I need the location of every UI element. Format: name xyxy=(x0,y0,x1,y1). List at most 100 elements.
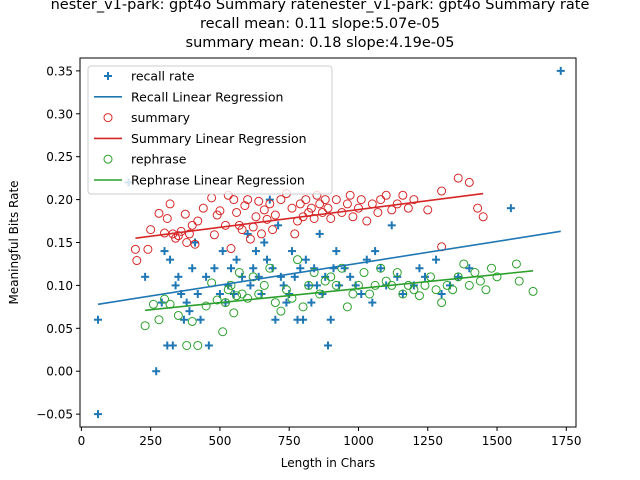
y-tick-label: −0.05 xyxy=(36,408,73,422)
recall-point xyxy=(304,281,313,290)
summary-point xyxy=(209,230,219,240)
rephrase-point xyxy=(287,293,297,303)
legend-label: Rephrase Linear Regression xyxy=(131,173,305,188)
recall-point xyxy=(94,410,103,419)
recall-point xyxy=(94,315,103,324)
rephrase-point xyxy=(337,263,347,273)
rephrase-point xyxy=(431,285,441,295)
rephrase-point xyxy=(370,280,380,290)
summary-point xyxy=(276,195,286,205)
chart-title: nester_v1-park: gpt4o Summary ratenester… xyxy=(51,0,590,51)
recall-point xyxy=(315,229,324,238)
recall-point xyxy=(232,255,241,264)
rephrase-point xyxy=(237,289,247,299)
rephrase-linear-regression-line xyxy=(145,270,534,312)
summary-point xyxy=(154,208,164,218)
recall-point xyxy=(432,255,441,264)
summary-point xyxy=(132,256,142,266)
rephrase-point xyxy=(398,289,408,299)
summary-point xyxy=(187,220,197,230)
recall-point xyxy=(371,247,380,256)
summary-point xyxy=(376,195,386,205)
summary-point xyxy=(270,210,280,220)
recall-point xyxy=(307,298,316,307)
title-line: nester_v1-park: gpt4o Summary ratenester… xyxy=(51,0,590,13)
summary-point xyxy=(287,203,297,213)
rephrase-point xyxy=(248,272,258,282)
rephrase-point xyxy=(481,285,491,295)
summary-point xyxy=(320,195,330,205)
x-axis-ticks: 0 250 500 750 1000 1250 1500 1750 xyxy=(78,427,582,448)
rephrase-point xyxy=(470,268,480,278)
summary-point xyxy=(226,244,236,254)
rephrase-point xyxy=(243,293,253,303)
series-summary xyxy=(130,173,488,266)
recall-point xyxy=(282,298,291,307)
x-tick-label: 1500 xyxy=(482,434,513,448)
recall-point xyxy=(196,315,205,324)
rephrase-point xyxy=(459,259,469,269)
recall-point xyxy=(276,272,285,281)
recall-point xyxy=(454,272,463,281)
recall-point xyxy=(246,281,255,290)
summary-point xyxy=(398,190,408,200)
rephrase-point xyxy=(348,289,358,299)
recall-point xyxy=(326,315,335,324)
summary-point xyxy=(295,199,305,209)
legend-marker-plus xyxy=(104,72,112,80)
rephrase-point xyxy=(514,276,524,286)
rephrase-point xyxy=(326,272,336,282)
recall-point xyxy=(202,272,211,281)
rephrase-point xyxy=(511,259,521,269)
x-tick-label: 750 xyxy=(278,434,301,448)
summary-point xyxy=(268,225,278,235)
summary-point xyxy=(259,205,269,215)
series-layer xyxy=(94,66,565,419)
summary-point xyxy=(245,234,255,244)
summary-point xyxy=(254,196,264,206)
summary-point xyxy=(184,229,194,239)
summary-point xyxy=(182,238,192,247)
rephrase-point xyxy=(193,340,203,350)
recall-point xyxy=(263,255,272,264)
x-tick-label: 500 xyxy=(208,434,231,448)
recall-point xyxy=(168,341,177,350)
rephrase-point xyxy=(218,327,228,337)
rephrase-point xyxy=(201,301,211,311)
recall-point xyxy=(193,289,202,298)
rephrase-point xyxy=(448,285,458,295)
legend-marker-circle xyxy=(103,154,113,164)
recall-point xyxy=(152,367,161,376)
legend-marker-circle xyxy=(103,113,113,123)
y-tick-label: 0.10 xyxy=(46,279,73,293)
recall-point xyxy=(290,272,299,281)
x-axis-label: Length in Chars xyxy=(281,456,375,470)
recall-point xyxy=(301,255,310,264)
rephrase-point xyxy=(453,272,463,282)
rephrase-point xyxy=(409,285,419,295)
summary-point xyxy=(478,212,488,222)
summary-point xyxy=(362,216,372,226)
summary-point xyxy=(403,203,413,213)
rephrase-point xyxy=(270,298,280,308)
title-line: recall mean: 0.11 slope:5.07e-05 xyxy=(200,16,440,32)
summary-point xyxy=(317,207,327,217)
x-tick-label: 1000 xyxy=(343,434,374,448)
rephrase-point xyxy=(160,294,170,304)
y-tick-label: 0.05 xyxy=(46,322,73,336)
summary-point xyxy=(180,209,190,219)
summary-point xyxy=(342,199,352,209)
rephrase-point xyxy=(232,291,242,301)
y-tick-label: 0.25 xyxy=(46,150,73,164)
summary-point xyxy=(353,203,363,213)
rephrase-point xyxy=(173,310,183,320)
rephrase-point xyxy=(359,268,369,278)
summary-point xyxy=(373,207,383,217)
rephrase-point xyxy=(331,280,341,290)
recall-point xyxy=(420,272,429,281)
regression-layer xyxy=(97,192,561,312)
recall-point xyxy=(210,264,219,273)
recall-point xyxy=(324,341,332,350)
rephrase-point xyxy=(442,280,452,290)
